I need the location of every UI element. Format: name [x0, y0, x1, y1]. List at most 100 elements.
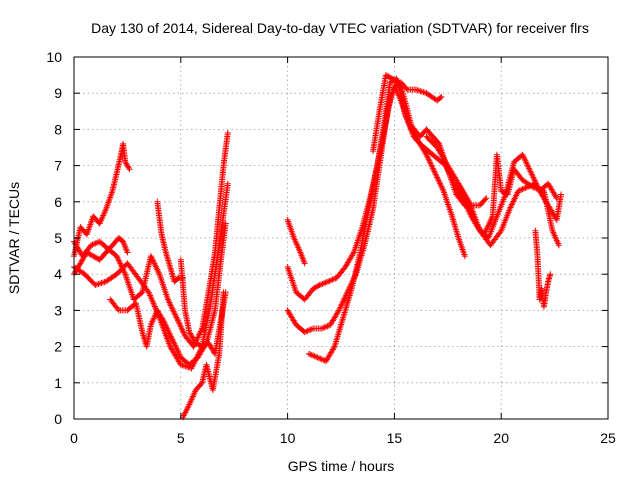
data-point	[385, 73, 392, 80]
x-tick-label: 10	[280, 430, 296, 446]
data-point	[301, 260, 308, 267]
data-point	[200, 342, 207, 349]
axis-ticks	[73, 56, 609, 420]
data-point	[483, 195, 490, 202]
y-tick-label: 6	[54, 194, 62, 210]
data-point	[328, 277, 335, 284]
data-point	[313, 353, 320, 360]
data-point	[329, 276, 336, 283]
data-point	[482, 196, 489, 203]
data-point	[418, 88, 425, 95]
data-point	[324, 323, 331, 330]
data-point	[90, 241, 97, 248]
data-point	[558, 191, 565, 198]
data-point	[315, 282, 322, 289]
data-point	[393, 77, 400, 84]
series-track-11	[284, 82, 468, 336]
data-point	[196, 342, 203, 349]
data-point	[325, 278, 332, 285]
data-point	[437, 94, 444, 101]
data-point	[498, 187, 505, 194]
data-point	[98, 279, 105, 286]
data-point	[144, 287, 151, 294]
x-tick-label: 0	[70, 430, 78, 446]
data-point	[91, 253, 98, 260]
y-tick-label: 2	[54, 339, 62, 355]
data-point	[387, 79, 394, 86]
data-point	[438, 93, 445, 100]
data-point	[220, 289, 227, 296]
data-point	[222, 220, 229, 227]
data-point	[499, 188, 506, 195]
series-track-7	[177, 256, 229, 357]
y-tick-label: 1	[54, 375, 62, 391]
data-point	[323, 323, 330, 330]
data-point	[497, 229, 504, 236]
data-point	[303, 328, 310, 335]
data-point	[387, 74, 394, 81]
data-point	[199, 343, 206, 350]
data-point	[125, 164, 132, 171]
data-point	[89, 241, 96, 248]
series-track-5	[107, 220, 229, 368]
data-point	[520, 185, 527, 192]
data-point	[311, 284, 318, 291]
data-point	[528, 183, 535, 190]
data-point	[307, 326, 314, 333]
y-tick-label: 9	[54, 85, 62, 101]
series-track-1	[71, 140, 133, 260]
data-point	[96, 280, 103, 287]
y-tick-label: 3	[54, 302, 62, 318]
data-point	[384, 72, 391, 79]
data-point	[88, 252, 95, 259]
data-point	[87, 251, 94, 258]
data-point	[317, 355, 324, 362]
data-point	[318, 325, 325, 332]
data-point	[382, 72, 389, 79]
data-point	[315, 355, 322, 362]
data-point	[461, 253, 468, 260]
data-point	[389, 75, 396, 82]
data-point	[519, 186, 526, 193]
data-point	[516, 187, 523, 194]
y-tick-label: 5	[54, 230, 62, 246]
data-point	[192, 339, 199, 346]
y-tick-label: 8	[54, 121, 62, 137]
data-point	[316, 282, 323, 289]
data-point	[323, 279, 330, 286]
y-tick-label: 10	[46, 49, 62, 65]
series-track-15	[455, 151, 562, 249]
data-point	[390, 76, 397, 83]
data-point	[86, 250, 93, 257]
data-point	[88, 242, 95, 249]
data-point	[403, 85, 410, 92]
data-point	[326, 277, 333, 284]
data-point	[320, 280, 327, 287]
data-point	[555, 242, 562, 249]
x-tick-label: 20	[493, 430, 509, 446]
data-point	[311, 353, 318, 360]
y-tick-label: 4	[54, 266, 62, 282]
data-point	[349, 250, 356, 257]
data-point	[515, 187, 522, 194]
y-tick-labels: 0 1 2 3 4 5 6 7 8 9 10	[46, 49, 62, 427]
grid-lines	[74, 57, 608, 419]
data-point	[307, 351, 314, 358]
x-tick-label: 25	[600, 430, 616, 446]
data-point	[415, 87, 422, 94]
x-axis-label: GPS time / hours	[288, 458, 395, 474]
data-point	[194, 340, 201, 347]
data-point	[201, 342, 208, 349]
data-point	[305, 327, 312, 334]
data-point	[195, 341, 202, 348]
series-track-9	[284, 216, 308, 267]
data-point	[321, 324, 328, 331]
data-point	[92, 240, 99, 247]
data-point	[391, 77, 398, 84]
data-point	[319, 280, 326, 287]
series-track-16	[532, 227, 554, 310]
data-point	[330, 276, 337, 283]
data-point	[314, 283, 321, 290]
data-point	[90, 253, 97, 260]
x-tick-label: 5	[177, 430, 185, 446]
